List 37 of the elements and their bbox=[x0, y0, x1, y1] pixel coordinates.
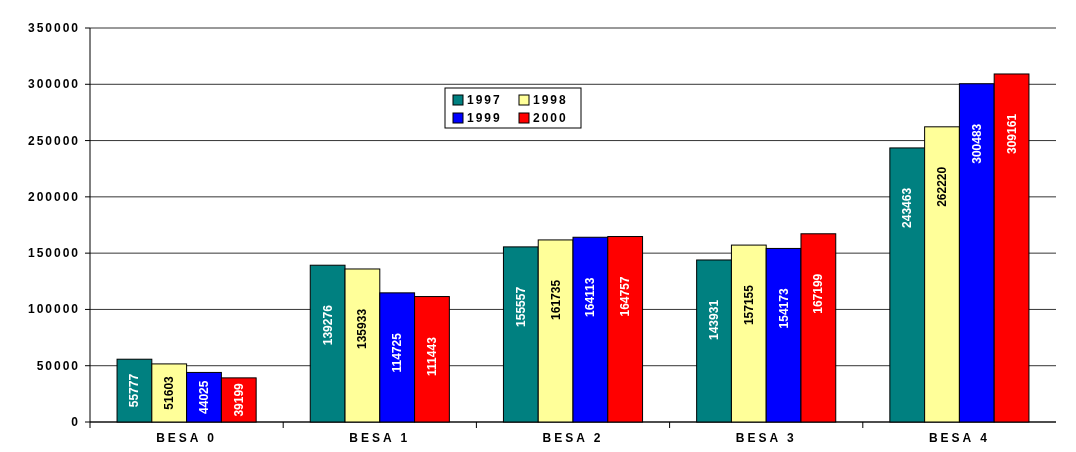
data-label: 39199 bbox=[231, 382, 246, 417]
data-label: 262220 bbox=[935, 166, 950, 207]
x-tick-label: BESA 3 bbox=[735, 431, 797, 445]
data-label: 309161 bbox=[1004, 113, 1019, 154]
y-tick-label: 250000 bbox=[27, 133, 80, 148]
x-tick-label: BESA 1 bbox=[349, 431, 411, 445]
data-label: 157155 bbox=[741, 284, 756, 326]
x-tick-label: BESA 2 bbox=[542, 431, 604, 445]
data-label: 51603 bbox=[162, 375, 177, 410]
data-label: 161735 bbox=[548, 279, 563, 320]
y-tick-label: 0 bbox=[71, 415, 80, 429]
data-label: 155557 bbox=[513, 286, 528, 327]
data-label: 114725 bbox=[390, 332, 405, 373]
y-tick-label: 100000 bbox=[27, 302, 80, 317]
data-label: 143931 bbox=[707, 299, 722, 340]
x-tick-label: BESA 0 bbox=[156, 431, 218, 445]
y-tick-label: 300000 bbox=[27, 77, 80, 92]
legend-label: 2000 bbox=[533, 111, 568, 125]
y-tick-label: 50000 bbox=[36, 358, 80, 373]
data-label: 139276 bbox=[320, 304, 335, 346]
data-label: 111443 bbox=[424, 336, 439, 376]
data-label: 55777 bbox=[127, 373, 142, 408]
x-tick-label: BESA 4 bbox=[928, 431, 990, 445]
data-label: 44025 bbox=[196, 380, 211, 414]
data-label: 167199 bbox=[811, 273, 826, 314]
data-label: 164113 bbox=[583, 277, 598, 317]
legend-label: 1997 bbox=[467, 93, 502, 107]
data-label: 154173 bbox=[776, 288, 791, 329]
data-label: 243463 bbox=[900, 187, 915, 228]
y-tick-label: 150000 bbox=[27, 246, 80, 261]
y-tick-label: 200000 bbox=[27, 189, 80, 204]
data-label: 164757 bbox=[618, 276, 633, 317]
data-label: 300483 bbox=[969, 123, 984, 164]
y-tick-label: 350000 bbox=[27, 21, 80, 35]
legend-label: 1998 bbox=[533, 93, 568, 107]
data-label: 135933 bbox=[355, 308, 370, 349]
legend-label: 1999 bbox=[467, 111, 502, 125]
